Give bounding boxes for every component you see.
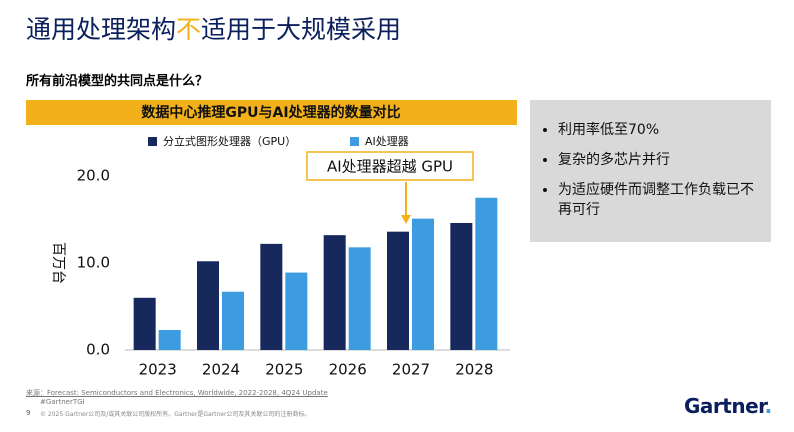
bullet-box: 利用率低至70% 复杂的多芯片并行 为适应硬件而调整工作负载已不再可行 bbox=[530, 100, 771, 242]
bar bbox=[450, 222, 473, 350]
bar bbox=[323, 235, 346, 350]
title-part: 适用于大规模采用 bbox=[201, 15, 402, 44]
bar bbox=[475, 197, 498, 350]
bar bbox=[348, 247, 371, 350]
source: 来源：Forecast: Semiconductors and Electron… bbox=[26, 389, 328, 397]
x-tick-label: 2025 bbox=[265, 361, 303, 379]
annotation-arrowhead bbox=[401, 215, 411, 224]
bar bbox=[412, 218, 434, 350]
bar bbox=[285, 272, 308, 350]
bullet: 为适应硬件而调整工作负载已不再可行 bbox=[558, 180, 759, 220]
x-tick-label: 2028 bbox=[455, 361, 493, 379]
copyright: © 2025 Gartner公司及/或其关联公司版权所有。Gartner是Gar… bbox=[40, 411, 311, 418]
slide-title: 通用处理架构不适用于大规模采用 bbox=[26, 10, 401, 46]
y-tick-label: 10.0 bbox=[77, 254, 110, 272]
bar bbox=[387, 231, 409, 350]
y-tick-label: 20.0 bbox=[77, 167, 110, 185]
bullet-list: 利用率低至70% 复杂的多芯片并行 为适应硬件而调整工作负载已不再可行 bbox=[530, 100, 771, 220]
chart: 数据中心推理GPU与AI处理器的数量对比 百万台 AI处理器超越 GPU 0.0… bbox=[26, 100, 517, 379]
bar bbox=[260, 243, 283, 350]
x-tick-label: 2027 bbox=[392, 361, 430, 379]
logo: Gartner. bbox=[684, 394, 772, 418]
chart-title-banner bbox=[26, 100, 517, 125]
x-tick-label: 2026 bbox=[329, 361, 367, 379]
chart-title: 数据中心推理GPU与AI处理器的数量对比 bbox=[141, 104, 400, 121]
page-number: 9 bbox=[26, 409, 31, 417]
title-part: 通用处理架构 bbox=[26, 15, 177, 44]
annotation-box bbox=[306, 151, 474, 181]
bullet: 复杂的多芯片并行 bbox=[558, 150, 759, 170]
legend-swatch bbox=[350, 137, 359, 146]
bar bbox=[158, 329, 181, 350]
bar bbox=[197, 261, 219, 350]
x-tick-label: 2023 bbox=[139, 361, 177, 379]
title-highlight: 不 bbox=[176, 15, 202, 44]
bar bbox=[222, 291, 244, 350]
legend-swatch bbox=[148, 137, 157, 146]
y-tick-label: 0.0 bbox=[86, 341, 110, 359]
logo-text: Gartner bbox=[684, 394, 765, 418]
legend-label: 分立式图形处理器（GPU） bbox=[163, 134, 296, 148]
bar bbox=[133, 297, 156, 350]
y-axis-label: 百万台 bbox=[50, 242, 66, 284]
subtitle: 所有前沿模型的共同点是什么？ bbox=[26, 74, 209, 89]
bullet: 利用率低至70% bbox=[558, 120, 759, 140]
annotation: AI处理器超越 GPU bbox=[327, 158, 453, 176]
hashtag: #GartnerTGI bbox=[40, 398, 85, 406]
legend-label: AI处理器 bbox=[365, 135, 409, 148]
x-tick-label: 2024 bbox=[202, 361, 240, 379]
